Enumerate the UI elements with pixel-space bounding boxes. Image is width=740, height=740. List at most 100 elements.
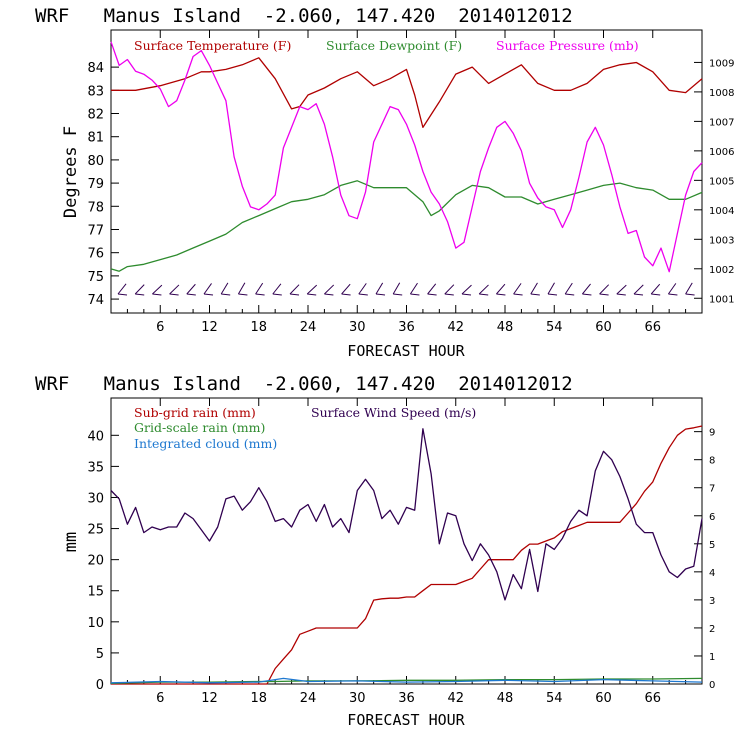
bottom-y2-tick-label: 8 [709, 456, 715, 467]
wind-barb [255, 282, 264, 295]
bottom-legend-grid-scale-rain: Grid-scale rain (mm) [134, 420, 265, 435]
top-y-tick-label: 77 [87, 223, 104, 238]
wind-barb-flag [255, 293, 265, 296]
top-y-tick-label: 83 [87, 84, 104, 99]
wind-barb-flag [685, 293, 695, 296]
wind-barb [117, 283, 127, 295]
bottom-series-grid-scale-rain [110, 677, 703, 685]
top-legend-surface-temperature: Surface Temperature (F) [134, 38, 291, 53]
wind-barb [203, 283, 212, 295]
top-y2-tick-label: 1004 [709, 206, 734, 217]
bottom-chart-title: WRF Manus Island -2.060, 147.420 2014012… [35, 373, 573, 395]
wind-barb-flag [272, 293, 282, 296]
bottom-y-tick-label: 5 [96, 647, 104, 662]
top-x-tick-label: 54 [546, 320, 563, 335]
bottom-legend-sub-grid-rain: Sub-grid rain (mm) [134, 405, 256, 420]
bottom-plot: 6 12 18 24 30 36 42 48 54 60 660510152025303540012… [87, 397, 715, 706]
wind-barb [186, 283, 196, 295]
wind-barb [461, 284, 472, 295]
wind-barb [582, 283, 591, 295]
bottom-x-tick-label: 12 [201, 691, 218, 706]
bottom-y2-tick-label: 9 [709, 428, 715, 439]
wind-barb-flag [203, 293, 214, 296]
top-x-tick-label: 66 [644, 320, 661, 335]
bottom-x-tick-label: 24 [300, 691, 317, 706]
wind-barb-flag [117, 293, 128, 296]
bottom-y-tick-label: 35 [87, 460, 104, 475]
wind-barb-flag [599, 293, 609, 296]
top-x-tick-label: 60 [595, 320, 612, 335]
wind-barb-flag [152, 293, 162, 296]
bottom-y-tick-label: 30 [87, 491, 104, 506]
top-chart-title: WRF Manus Island -2.060, 147.420 2014012… [35, 5, 573, 27]
bottom-x-tick-label: 30 [349, 691, 366, 706]
wind-barb [169, 284, 180, 295]
wind-barb [633, 284, 644, 295]
bottom-y-tick-label: 25 [87, 523, 104, 538]
wind-barb-flag [565, 293, 575, 296]
top-y2-tick-label: 1008 [709, 88, 734, 99]
wind-barb-flag [651, 293, 661, 296]
wind-barb [496, 283, 506, 295]
wind-barb [444, 284, 455, 295]
top-legend-surface-dewpoint: Surface Dewpoint (F) [326, 38, 462, 53]
wind-barb [358, 283, 367, 295]
wind-barb [220, 282, 229, 295]
top-legend-surface-pressure: Surface Pressure (mb) [496, 38, 639, 53]
bottom-y2-tick-label: 3 [709, 596, 715, 607]
wind-barb [289, 284, 300, 295]
top-x-tick-label: 42 [447, 320, 464, 335]
wind-barb-flag [238, 293, 248, 296]
top-y2-tick-label: 1007 [709, 117, 734, 128]
top-chart-y-axis-label: Degrees F [61, 126, 81, 218]
wind-barb [375, 282, 384, 295]
top-y-tick-label: 78 [87, 200, 104, 215]
wind-barb-flag [169, 293, 179, 296]
bottom-x-tick-label: 18 [250, 691, 267, 706]
wind-barb-flag [324, 293, 334, 296]
bottom-chart-y-axis-label: mm [61, 532, 81, 552]
top-x-tick-label: 30 [349, 320, 366, 335]
wind-barb [237, 282, 246, 295]
wind-barb [530, 282, 538, 295]
wind-barb-flag [341, 293, 351, 296]
wind-barb-flag [633, 293, 644, 296]
bottom-y-tick-label: 0 [96, 678, 104, 693]
wind-barb [409, 282, 418, 295]
wind-barb-flag [186, 293, 196, 296]
bottom-series-sub-grid-rain [111, 425, 703, 685]
top-y-tick-label: 75 [87, 270, 104, 285]
wind-barb-flag [135, 293, 145, 296]
top-y-tick-label: 79 [87, 177, 104, 192]
top-y-tick-label: 74 [87, 293, 104, 308]
top-chart-x-axis-label: FORECAST HOUR [347, 342, 465, 360]
wind-barb [547, 282, 555, 295]
bottom-x-tick-label: 42 [447, 691, 464, 706]
bottom-series-surface-wind-speed [110, 428, 703, 601]
wind-barb [341, 283, 351, 295]
top-y2-tick-label: 1003 [709, 235, 734, 246]
wind-barb-flag [375, 293, 386, 296]
top-y2-tick-label: 1002 [709, 265, 734, 276]
wind-barb-flag [444, 293, 454, 296]
wind-barb-flag [530, 293, 540, 296]
top-y2-tick-label: 1006 [709, 147, 734, 158]
wind-barb-flag [410, 293, 420, 296]
wind-barb-flag [393, 293, 403, 296]
top-y2-tick-label: 1009 [709, 58, 734, 69]
wind-barb-flag [289, 293, 300, 296]
bottom-y2-tick-label: 1 [709, 652, 715, 663]
wind-barb-flag [582, 293, 592, 296]
wind-barb [616, 284, 627, 295]
bottom-y2-tick-label: 6 [709, 512, 715, 523]
bottom-y2-tick-label: 7 [709, 484, 715, 495]
wind-barb-flag [668, 293, 678, 296]
wind-barb-flag [479, 293, 489, 296]
bottom-x-tick-label: 6 [156, 691, 164, 706]
bottom-y-tick-label: 40 [87, 429, 104, 444]
bottom-y2-tick-label: 0 [709, 680, 715, 691]
top-y2-tick-label: 1005 [709, 176, 734, 187]
wind-barb-flag [496, 293, 506, 296]
wind-barb [134, 284, 145, 295]
